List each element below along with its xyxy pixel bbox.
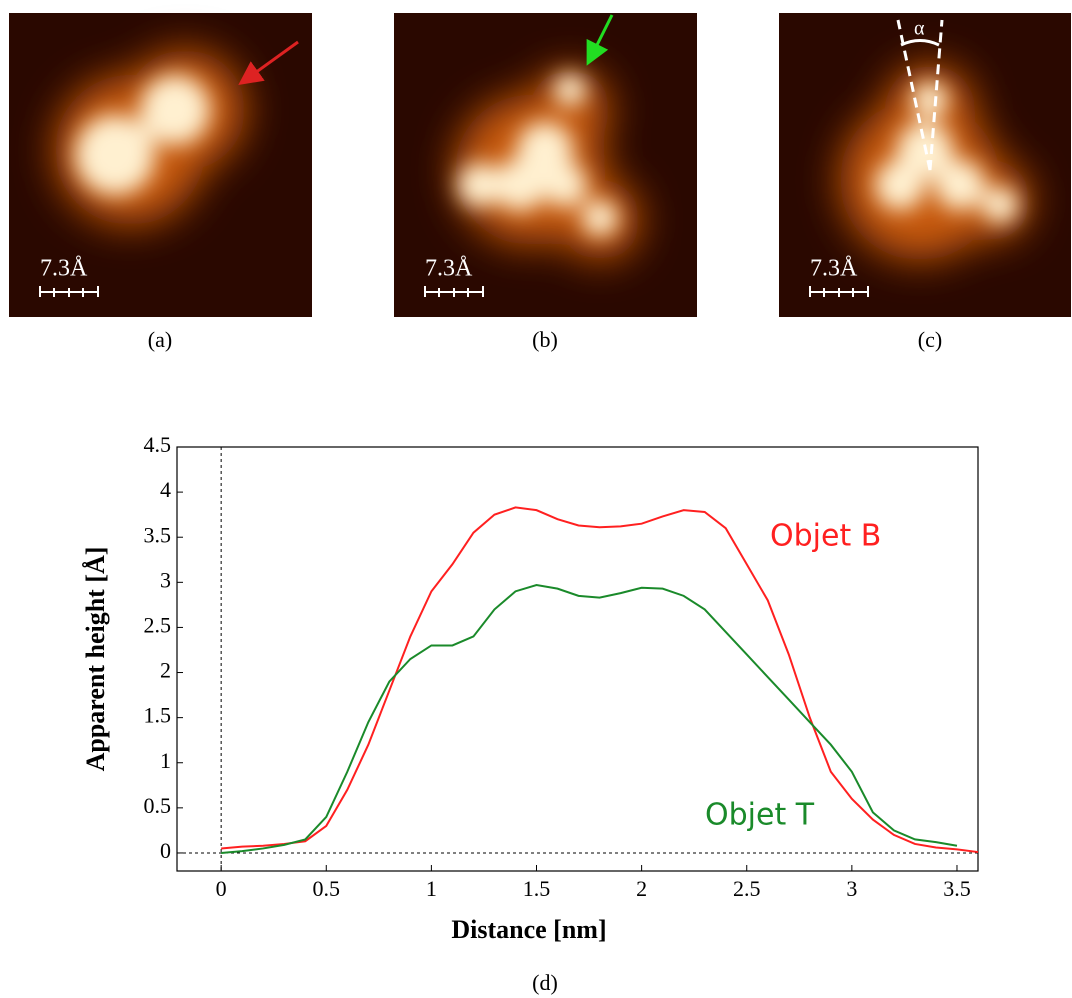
scale-label: 7.3Å — [810, 256, 858, 282]
y-tick-label: 1 — [160, 748, 171, 773]
caption: (a) — [148, 327, 172, 352]
x-tick-label: 2.5 — [733, 876, 761, 901]
y-tick-label: 4 — [160, 477, 171, 502]
series-label: Objet T — [705, 798, 815, 833]
image-c: α 7.3Å (c) — [779, 13, 1071, 352]
scale-label: 7.3Å — [40, 256, 88, 282]
x-tick-label: 2 — [636, 876, 647, 901]
x-tick-label: 3 — [846, 876, 857, 901]
x-tick-label: 3.5 — [943, 876, 971, 901]
y-tick-label: 3 — [160, 567, 171, 592]
line — [221, 584, 958, 854]
x-tick-label: 0 — [216, 876, 227, 901]
y-tick-label: 4.5 — [144, 432, 172, 457]
y-tick-label: 2 — [160, 658, 171, 683]
image-b: 7.3Å (b) — [394, 13, 697, 352]
y-tick-label: 2.5 — [144, 612, 172, 637]
y-tick-label: 0.5 — [144, 793, 172, 818]
caption: (c) — [918, 327, 942, 352]
scale-label: 7.3Å — [425, 256, 473, 282]
y-tick-label: 1.5 — [144, 703, 172, 728]
plot-frame — [176, 446, 979, 872]
series-label: Objet B — [770, 519, 881, 554]
x-axis-label: Distance [nm] — [451, 915, 606, 944]
image-a: 7.3Å (a) — [9, 13, 312, 352]
caption: (b) — [532, 327, 558, 352]
x-tick-label: 1 — [426, 876, 437, 901]
x-tick-label: 0.5 — [313, 876, 341, 901]
y-tick-label: 0 — [160, 838, 171, 863]
caption: (d) — [532, 970, 558, 995]
line — [221, 506, 979, 854]
x-tick-label: 1.5 — [523, 876, 551, 901]
angle-label: α — [914, 18, 925, 40]
y-axis-label: Apparent height [Å] — [81, 547, 110, 772]
y-tick-label: 3.5 — [144, 522, 172, 547]
